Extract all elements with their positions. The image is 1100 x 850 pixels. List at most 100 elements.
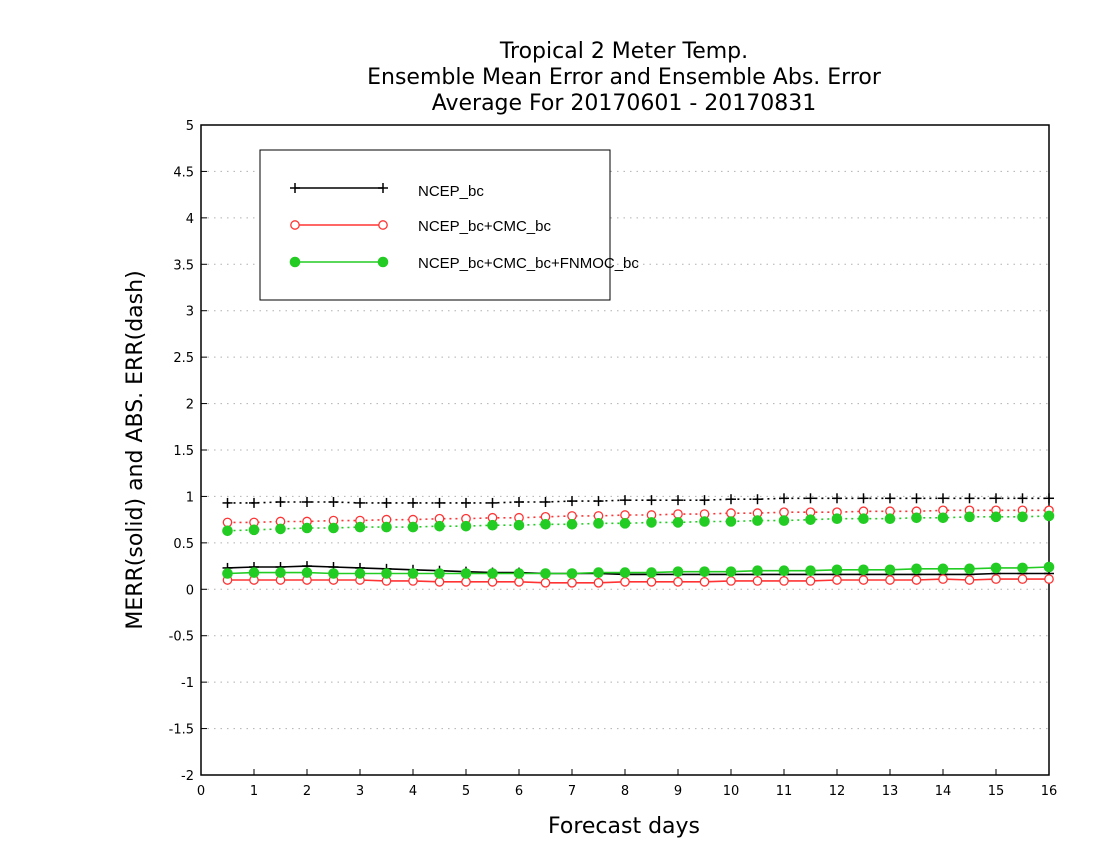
abs-err-point	[725, 516, 737, 527]
merr-point	[567, 577, 577, 588]
merr-point	[487, 568, 498, 579]
abs-err-point	[964, 511, 975, 523]
abs-err-point	[381, 521, 392, 533]
merr-point	[646, 577, 657, 587]
merr-point	[911, 563, 922, 575]
merr-point	[381, 568, 392, 579]
merr-point	[805, 565, 816, 577]
merr-point	[328, 568, 339, 579]
abs-err-point	[567, 511, 577, 521]
merr-point	[858, 575, 869, 585]
merr-point	[301, 567, 313, 578]
legend-marker	[289, 256, 301, 268]
series-0	[222, 493, 1054, 580]
abs-err-point	[593, 496, 604, 507]
abs-err-point	[1017, 511, 1028, 523]
legend-marker	[290, 183, 300, 193]
merr-point	[619, 567, 631, 578]
merr-point	[460, 568, 472, 579]
abs-err-point	[673, 509, 683, 519]
abs-err-point	[301, 522, 313, 534]
y-axis-tick-labels: -2 -1.5 -1 -0.5 0 0.5 1 1.5 2 2.5 3 3.5 4 4.5 5	[169, 119, 194, 784]
series-1	[222, 505, 1054, 588]
abs-err-point	[937, 512, 949, 524]
abs-err-point	[328, 522, 339, 534]
abs-err-line	[227, 515, 1050, 532]
y-tick-label: 3.5	[173, 258, 194, 273]
x-tick-label: 9	[674, 784, 682, 799]
abs-err-line	[227, 509, 1049, 524]
y-tick-label: 1	[186, 490, 194, 505]
abs-err-point	[858, 493, 869, 504]
abs-err-point	[805, 493, 816, 504]
abs-err-point	[831, 513, 843, 525]
title-line-1: Tropical 2 Meter Temp.	[499, 39, 748, 64]
merr-point	[964, 563, 975, 575]
abs-err-point	[726, 494, 736, 505]
abs-err-point	[355, 497, 365, 508]
abs-err-point	[619, 518, 631, 529]
merr-point	[540, 568, 551, 579]
merr-point	[911, 575, 922, 585]
merr-point	[461, 577, 471, 587]
abs-err-point	[222, 517, 233, 528]
legend-samples	[289, 183, 389, 268]
merr-point	[858, 564, 869, 576]
abs-err-point	[540, 518, 551, 530]
legend-marker	[378, 183, 388, 193]
x-axis-label: Forecast days	[548, 814, 700, 839]
merr-point	[964, 575, 975, 585]
y-tick-label: -0.5	[169, 630, 194, 645]
abs-err-point	[487, 519, 498, 531]
abs-err-point	[513, 519, 525, 531]
abs-err-point	[302, 497, 312, 507]
abs-err-point	[567, 496, 577, 507]
y-tick-label: 0.5	[173, 537, 194, 552]
abs-err-point	[779, 493, 789, 504]
series-layer	[222, 493, 1055, 588]
y-axis-label: MERR(solid) and ABS. ERR(dash)	[123, 270, 148, 629]
abs-err-point	[275, 497, 286, 507]
merr-point	[513, 568, 525, 579]
abs-err-point	[911, 512, 922, 524]
merr-point	[805, 576, 816, 586]
merr-point	[248, 567, 260, 578]
abs-err-point	[1043, 510, 1055, 522]
merr-point	[1017, 562, 1028, 574]
abs-err-point	[726, 508, 736, 518]
y-tick-label: -1	[181, 676, 194, 691]
x-tick-label: 15	[988, 784, 1005, 799]
legend-label-ncep-cmc-fnmoc: NCEP_bc+CMC_bc+FNMOC_bc	[418, 255, 639, 272]
merr-point	[778, 565, 790, 577]
abs-err-point	[673, 495, 683, 506]
merr-point	[885, 575, 895, 585]
y-tick-label: -1.5	[169, 723, 194, 738]
merr-point	[672, 566, 684, 577]
abs-err-point	[1044, 493, 1054, 504]
x-tick-label: 1	[250, 784, 258, 799]
x-tick-label: 16	[1041, 784, 1058, 799]
legend-label-ncep-cmc: NCEP_bc+CMC_bc	[418, 218, 551, 235]
merr-point	[646, 567, 657, 578]
abs-err-line	[227, 497, 1049, 504]
merr-point	[699, 577, 710, 587]
merr-point	[699, 566, 710, 577]
abs-err-point	[407, 521, 419, 533]
merr-point	[434, 568, 445, 579]
abs-err-point	[620, 510, 630, 520]
abs-err-point	[593, 518, 604, 529]
abs-err-point	[990, 511, 1002, 523]
legend: NCEP_bc NCEP_bc+CMC_bc NCEP_bc+CMC_bc+FN…	[259, 149, 639, 301]
y-tick-label: 2	[186, 398, 194, 413]
x-tick-label: 5	[462, 784, 470, 799]
abs-err-point	[1017, 493, 1028, 504]
merr-point	[275, 567, 286, 578]
abs-err-point	[222, 525, 233, 537]
abs-err-point	[646, 495, 657, 506]
merr-point	[620, 577, 630, 587]
abs-err-point	[248, 524, 260, 536]
merr-point	[1043, 561, 1055, 573]
abs-err-point	[805, 514, 816, 525]
abs-err-point	[699, 495, 710, 506]
merr-point	[487, 577, 498, 587]
